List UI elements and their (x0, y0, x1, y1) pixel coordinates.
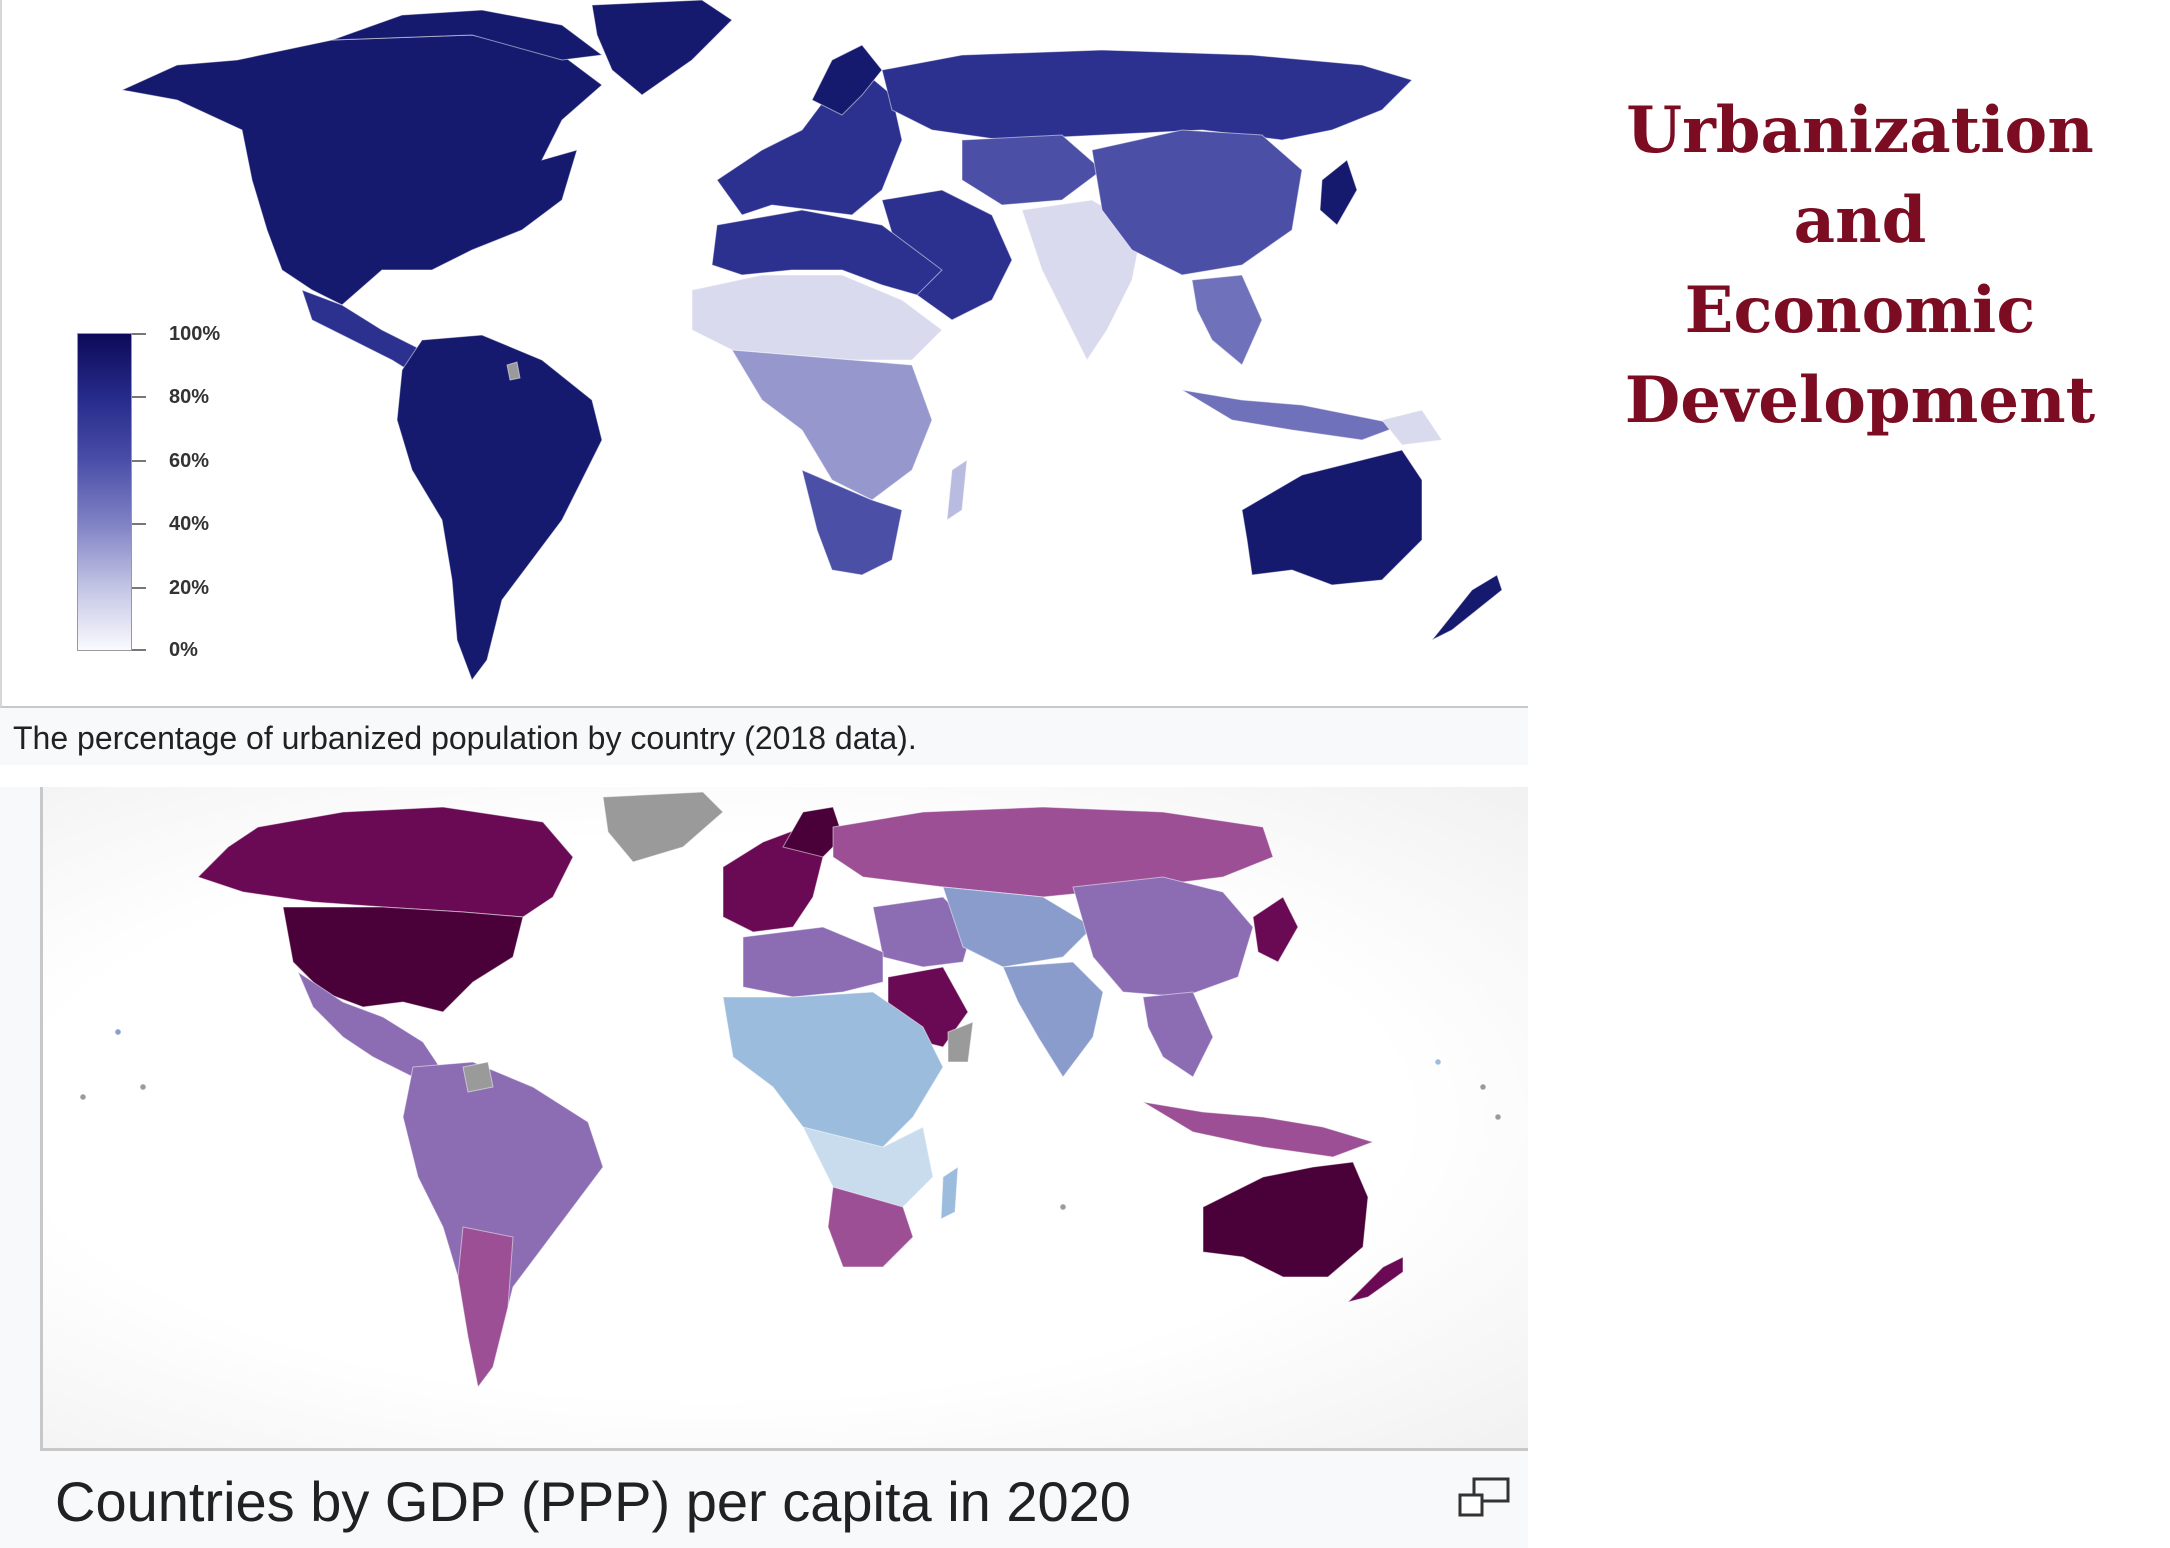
island-dot (139, 1083, 147, 1091)
island-dot (1479, 1083, 1487, 1091)
region-southeast-asia (1191, 274, 1263, 366)
legend-label: 0% (169, 639, 198, 661)
legend-tick (132, 396, 146, 398)
region-russia (832, 806, 1274, 898)
region-canada (197, 806, 574, 918)
page-title-line: Development (1624, 363, 2096, 438)
region-china (1072, 876, 1254, 998)
legend-label: 80% (169, 386, 210, 408)
region-southern-africa (827, 1186, 914, 1268)
region-greenland (591, 0, 733, 96)
urbanization-world-map[interactable] (2, 0, 1530, 706)
gdp-map-frame (40, 787, 1528, 1451)
legend-color-scale (77, 333, 132, 651)
region-south-asia (1002, 961, 1104, 1078)
urbanization-map-panel: 100% 80% 60% 40% 20% 0% The percentage o… (0, 0, 1528, 765)
region-guiana-no-data (506, 361, 521, 381)
region-western-europe (722, 826, 824, 933)
urbanization-map-caption: The percentage of urbanized population b… (13, 720, 917, 756)
region-north-africa (742, 926, 884, 998)
gdp-map-caption: Countries by GDP (PPP) per capita in 202… (55, 1470, 1131, 1533)
region-south-america (402, 1061, 604, 1379)
island-dot (1434, 1058, 1442, 1066)
region-southern-africa (801, 469, 903, 576)
region-australia (1202, 1161, 1369, 1278)
region-north-america (120, 34, 603, 306)
legend-tick (132, 587, 146, 589)
page-title-line: Urbanization and (1626, 93, 2094, 258)
gdp-map-panel: Countries by GDP (PPP) per capita in 202… (0, 787, 1528, 1548)
page-title-line: Economic (1684, 273, 2036, 348)
legend-label: 60% (169, 450, 210, 472)
urbanization-map-frame: 100% 80% 60% 40% 20% 0% (0, 0, 1528, 708)
region-madagascar (946, 458, 968, 522)
island-dot (114, 1028, 122, 1036)
island-dot (1059, 1203, 1067, 1211)
legend-label: 20% (169, 577, 210, 599)
region-horn-no-data (947, 1021, 974, 1063)
region-sahel (691, 274, 943, 361)
legend-label: 40% (169, 513, 210, 535)
region-madagascar (940, 1166, 959, 1220)
legend-tick (132, 523, 146, 525)
region-russia (881, 49, 1413, 141)
region-southern-cone (457, 1226, 514, 1389)
region-southeast-asia (1142, 991, 1214, 1078)
island-dot (1494, 1113, 1502, 1121)
island-dot (79, 1093, 87, 1101)
page-title: Urbanization and Economic Development (1560, 86, 2160, 446)
region-japan-korea (1252, 896, 1299, 963)
region-venezuela-no-data (462, 1061, 494, 1093)
region-indonesia (1142, 1101, 1375, 1158)
region-north-africa (711, 209, 943, 296)
region-new-zealand (1346, 1256, 1404, 1303)
region-central-asia (961, 134, 1103, 206)
region-australia (1241, 449, 1423, 586)
region-west-central-africa (722, 991, 944, 1158)
region-central-asia (942, 886, 1094, 968)
region-png (1381, 409, 1443, 446)
legend-tick (132, 333, 146, 335)
region-canada-arctic (331, 9, 604, 61)
legend-tick (132, 460, 146, 462)
region-new-zealand (1431, 574, 1503, 641)
urbanization-legend: 100% 80% 60% 40% 20% 0% (77, 323, 337, 661)
region-greenland-no-data (602, 791, 724, 863)
legend-tick (132, 649, 146, 651)
region-china (1091, 129, 1303, 276)
enlarge-icon[interactable] (1456, 1475, 1512, 1521)
urbanization-caption-bar: The percentage of urbanized population b… (0, 708, 1528, 765)
region-scandinavia (782, 806, 844, 858)
region-central-africa (731, 349, 933, 501)
region-south-america (396, 334, 603, 682)
region-japan (1319, 159, 1358, 226)
legend-label: 100% (169, 323, 221, 345)
region-indonesia (1181, 389, 1404, 441)
region-europe (716, 69, 903, 216)
gdp-world-map[interactable] (43, 787, 1528, 1448)
